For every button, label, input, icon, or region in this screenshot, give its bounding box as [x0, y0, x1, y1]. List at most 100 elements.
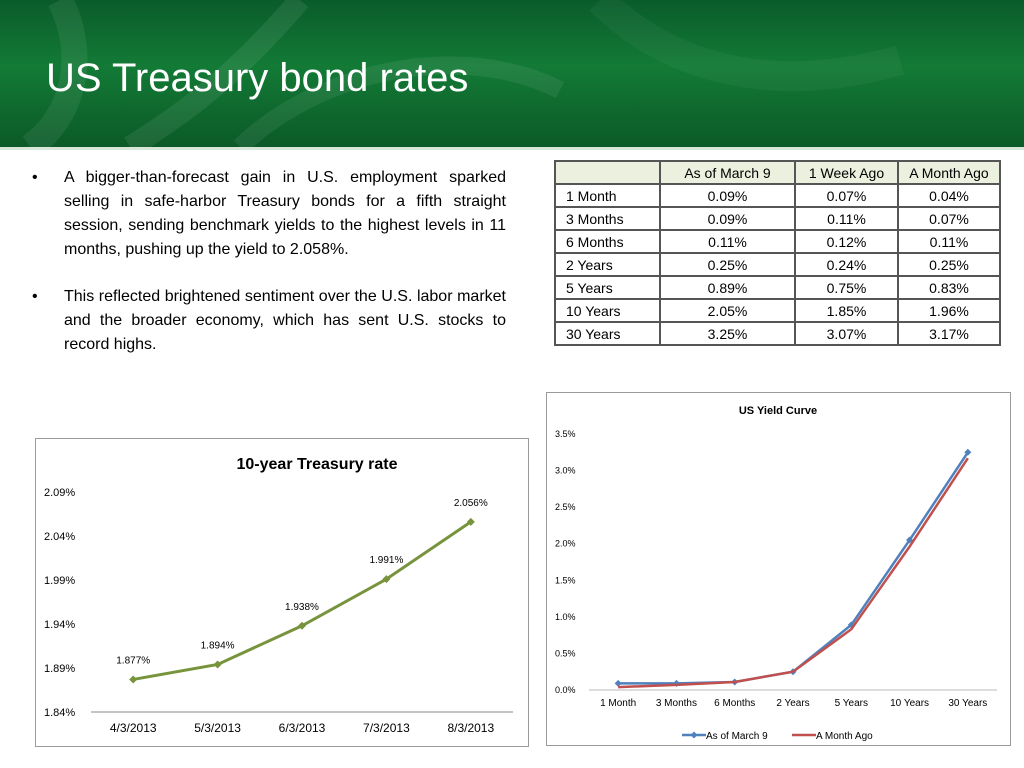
y-tick-label: 2.5%	[555, 502, 576, 512]
legend-label: A Month Ago	[816, 731, 873, 742]
table-header-row: As of March 9 1 Week Ago A Month Ago	[554, 160, 1001, 185]
legend-marker	[690, 731, 698, 739]
table-row-label: 6 Months	[554, 229, 661, 254]
table-header-cell	[554, 160, 661, 185]
y-tick-label: 1.5%	[555, 575, 576, 585]
table-row: 1 Month 0.09% 0.07% 0.04%	[554, 183, 1001, 208]
x-tick-label: 5/3/2013	[194, 721, 241, 735]
table-cell: 0.07%	[897, 206, 1001, 231]
table-cell: 0.11%	[794, 206, 899, 231]
y-tick-label: 2.04%	[44, 531, 75, 543]
header-divider	[0, 147, 1024, 150]
data-label: 1.938%	[285, 602, 319, 613]
header-swoosh-decoration	[22, 0, 905, 147]
table-cell: 3.07%	[794, 321, 899, 346]
slide-header: US Treasury bond rates	[0, 0, 1024, 147]
yield-curve-chart: US Yield Curve 0.0% 0.5% 1.0% 1.5% 2.0% 2.5% 3…	[546, 392, 1011, 746]
chart-axes: 1.84% 1.89% 1.94% 1.99% 2.04% 2.09% 4/3/2013 5/…	[44, 487, 513, 735]
table-header-cell: As of March 9	[659, 160, 796, 185]
x-tick-label: 8/3/2013	[447, 721, 494, 735]
table-row-label: 5 Years	[554, 275, 661, 300]
y-tick-label: 2.0%	[555, 539, 576, 549]
bullet-glyph: •	[32, 288, 38, 305]
table-cell: 0.83%	[897, 275, 1001, 300]
data-label: 1.991%	[369, 555, 403, 566]
chart-marks: 1.877% 1.894% 1.938% 1.991% 2.056%	[116, 498, 488, 684]
y-tick-label: 1.94%	[44, 619, 75, 631]
ten-year-rate-chart-svg: 10-year Treasury rate 1.84% 1.89% 1.94% 1.9…	[44, 456, 513, 735]
table-cell: 1.85%	[794, 298, 899, 323]
y-tick-label: 3.5%	[555, 429, 576, 439]
data-label: 2.056%	[454, 498, 488, 509]
table-cell: 3.17%	[897, 321, 1001, 346]
table-row: 6 Months 0.11% 0.12% 0.11%	[554, 229, 1001, 254]
chart-title: US Yield Curve	[739, 405, 817, 417]
x-tick-label: 10 Years	[890, 698, 929, 709]
x-tick-label: 6 Months	[714, 698, 755, 709]
table-header-cell: A Month Ago	[897, 160, 1001, 185]
table-row: 30 Years 3.25% 3.07% 3.17%	[554, 321, 1001, 346]
data-point-marker	[964, 448, 972, 456]
table-cell: 2.05%	[659, 298, 796, 323]
x-tick-label: 5 Years	[835, 698, 868, 709]
x-tick-label: 4/3/2013	[110, 721, 157, 735]
treasury-rates-table: As of March 9 1 Week Ago A Month Ago 1 M…	[554, 160, 1001, 346]
table-row: 10 Years 2.05% 1.85% 1.96%	[554, 298, 1001, 323]
table-cell: 0.25%	[659, 252, 796, 277]
series-line-ten-year	[132, 520, 472, 681]
bullet-item: • This reflected brightened sentiment ov…	[30, 285, 506, 357]
table-cell: 0.89%	[659, 275, 796, 300]
series-line	[618, 451, 969, 685]
chart-marks	[614, 448, 972, 689]
table-cell: 3.25%	[659, 321, 796, 346]
data-point-marker	[129, 675, 138, 684]
table-row-label: 2 Years	[554, 252, 661, 277]
table-cell: 0.25%	[897, 252, 1001, 277]
table-cell: 0.24%	[794, 252, 899, 277]
table-cell: 0.07%	[794, 183, 899, 208]
table-cell: 0.04%	[897, 183, 1001, 208]
table-row: 3 Months 0.09% 0.11% 0.07%	[554, 206, 1001, 231]
page-title: US Treasury bond rates	[46, 56, 469, 100]
y-tick-label: 1.89%	[44, 663, 75, 675]
y-tick-label: 1.0%	[555, 612, 576, 622]
x-tick-label: 1 Month	[600, 698, 636, 709]
data-point-marker	[213, 660, 222, 669]
table-cell: 0.12%	[794, 229, 899, 254]
y-tick-label: 0.5%	[555, 648, 576, 658]
yield-curve-chart-svg: US Yield Curve 0.0% 0.5% 1.0% 1.5% 2.0% 2.5% 3…	[555, 405, 997, 742]
ten-year-rate-chart: 10-year Treasury rate 1.84% 1.89% 1.94% 1.9…	[35, 438, 529, 747]
y-tick-label: 1.99%	[44, 575, 75, 587]
data-label: 1.877%	[116, 655, 150, 666]
bullet-list: • A bigger-than-forecast gain in U.S. em…	[30, 166, 506, 380]
table-cell: 0.75%	[794, 275, 899, 300]
data-point-marker	[382, 575, 391, 584]
table-cell: 1.96%	[897, 298, 1001, 323]
bullet-text: This reflected brightened sentiment over…	[64, 288, 506, 353]
bullet-text: A bigger-than-forecast gain in U.S. empl…	[64, 169, 506, 258]
y-tick-label: 2.09%	[44, 487, 75, 499]
y-tick-label: 0.0%	[555, 685, 576, 695]
chart-title: 10-year Treasury rate	[237, 456, 398, 473]
data-point-marker	[466, 517, 475, 526]
table-header-cell: 1 Week Ago	[794, 160, 899, 185]
table-row: 5 Years 0.89% 0.75% 0.83%	[554, 275, 1001, 300]
table-row-label: 1 Month	[554, 183, 661, 208]
chart-axes: 0.0% 0.5% 1.0% 1.5% 2.0% 2.5% 3.0% 3.5% 1 Month 3…	[555, 429, 997, 709]
chart-legend: As of March 9 A Month Ago	[682, 731, 873, 742]
x-tick-label: 30 Years	[948, 698, 987, 709]
table-cell: 0.11%	[659, 229, 796, 254]
x-tick-label: 2 Years	[776, 698, 809, 709]
table-row: 2 Years 0.25% 0.24% 0.25%	[554, 252, 1001, 277]
table-cell: 0.09%	[659, 206, 796, 231]
y-tick-label: 3.0%	[555, 466, 576, 476]
table-cell: 0.09%	[659, 183, 796, 208]
table-cell: 0.11%	[897, 229, 1001, 254]
data-point-marker	[614, 679, 622, 687]
y-tick-label: 1.84%	[44, 707, 75, 719]
series-line	[618, 457, 969, 689]
table-row-label: 30 Years	[554, 321, 661, 346]
bullet-item: • A bigger-than-forecast gain in U.S. em…	[30, 166, 506, 262]
legend-label: As of March 9	[706, 731, 768, 742]
x-tick-label: 3 Months	[656, 698, 697, 709]
